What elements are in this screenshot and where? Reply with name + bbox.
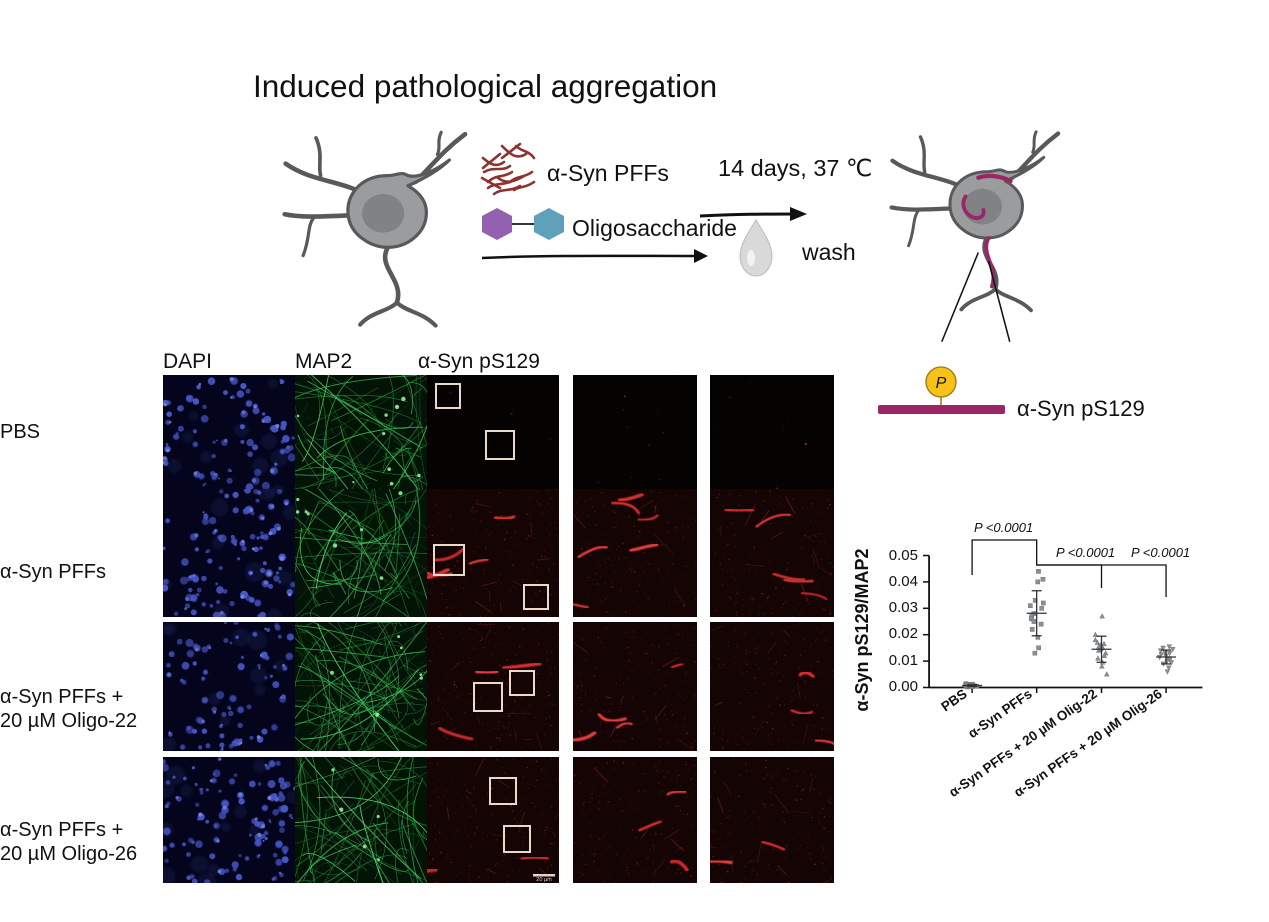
svg-text:0.03: 0.03 — [889, 599, 918, 616]
svg-text:PBS: PBS — [938, 686, 969, 714]
svg-text:0.01: 0.01 — [889, 652, 918, 669]
svg-text:0.02: 0.02 — [889, 625, 918, 642]
svg-text:wash: wash — [801, 239, 856, 265]
svg-text:Oligosaccharide: Oligosaccharide — [572, 215, 737, 241]
svg-text:0.04: 0.04 — [889, 573, 918, 590]
svg-text:P: P — [936, 375, 947, 392]
svg-text:α-Syn PFFs: α-Syn PFFs — [547, 160, 669, 186]
svg-text:P <0.0001: P <0.0001 — [1056, 545, 1115, 560]
svg-text:P <0.0001: P <0.0001 — [1131, 545, 1190, 560]
svg-text:20 µm: 20 µm — [536, 877, 552, 883]
svg-text:α-Syn pS129/MAP2: α-Syn pS129/MAP2 — [852, 548, 872, 711]
svg-text:0.00: 0.00 — [889, 678, 918, 695]
svg-text:14 days, 37 ℃: 14 days, 37 ℃ — [718, 155, 872, 181]
svg-text:α-Syn pS129: α-Syn pS129 — [1017, 396, 1145, 421]
svg-text:0.05: 0.05 — [889, 547, 918, 564]
svg-text:P <0.0001: P <0.0001 — [974, 520, 1033, 535]
